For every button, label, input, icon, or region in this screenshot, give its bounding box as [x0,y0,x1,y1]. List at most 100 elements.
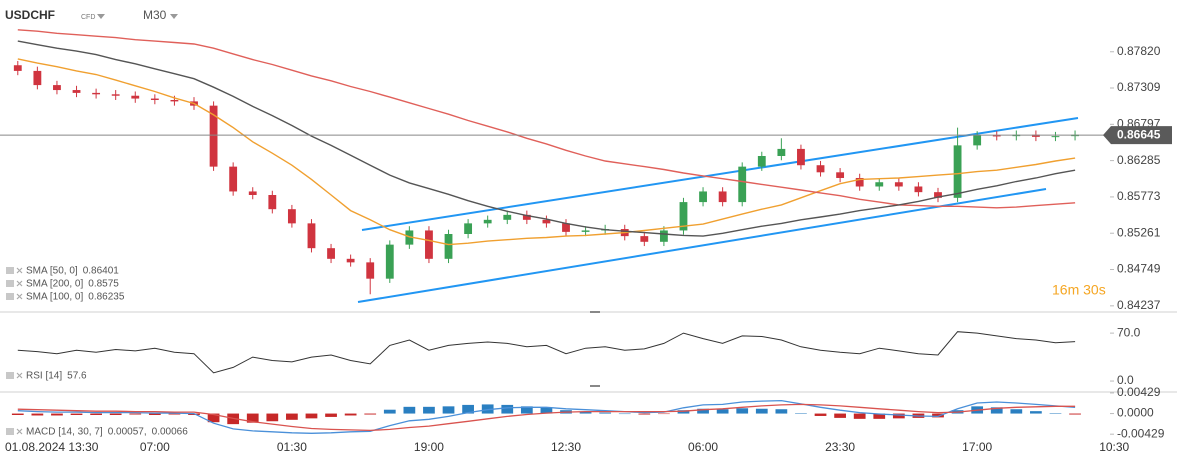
y-tick-label: 0.85261 [1117,225,1161,239]
legend-label: SMA [100, 0] [26,292,83,303]
macd-histogram-bar [129,413,142,415]
candle-body [13,65,22,71]
macd-histogram-bar [109,413,122,415]
macd-histogram-bar [697,408,709,414]
candle-body [816,165,825,173]
legend-icon [6,293,14,300]
candle-body [640,236,649,242]
candle-body [562,223,570,232]
candle-body [718,191,727,203]
y-tick-label: -0.00429 [1117,426,1165,440]
y-tick-label: 0.00429 [1117,385,1161,399]
y-tick-label: 0.84237 [1117,298,1161,312]
macd-histogram-bar [148,413,161,415]
macd-histogram-bar [31,413,44,416]
legend-icon [6,280,14,287]
timeframe-dropdown[interactable] [170,14,178,19]
x-tick-label: 23:30 [825,440,855,454]
rsi-line [17,331,1076,374]
macd-line [17,399,1076,434]
macd-histogram-bar [481,404,494,414]
macd-histogram-bar [677,410,690,414]
y-tick-label: 0.86285 [1117,153,1161,167]
macd-histogram-bar [266,413,279,422]
x-tick-label: 19:00 [414,440,444,454]
legend-remove-icon [16,267,23,274]
candle-body [268,195,277,210]
x-tick-label: 07:00 [140,440,170,454]
candle-body [287,209,296,224]
legend-label: MACD [14, 30, 7] [26,427,103,438]
macd-histogram-bar [795,413,807,414]
macd-histogram-bar [442,406,455,414]
legend-remove-icon [16,372,23,379]
macd-histogram-bar [853,413,866,419]
timeframe[interactable]: M30 [143,8,167,22]
macd-histogram-bar [364,413,377,415]
legend-value: 0.00066 [152,427,189,438]
candle-body [1051,136,1060,138]
macd-histogram-bar [1010,409,1023,414]
legend-label: SMA [200, 0] [26,279,83,290]
candle-body [581,230,590,232]
sma-line [17,29,1076,209]
macd-histogram-bar [344,413,357,416]
candle-body [385,244,394,279]
macd-histogram-bar [579,411,592,414]
candle-body [875,182,884,187]
x-tick-label: 17:00 [962,440,992,454]
candle-body [111,94,120,96]
candle-body [953,145,962,198]
candle-body [679,202,688,231]
macd-histogram-bar [168,413,181,415]
macd-histogram-bar [1069,413,1081,415]
x-tick-label: 06:00 [688,440,718,454]
macd-histogram-bar [325,413,337,417]
candle-body [444,234,453,259]
current-price-label: 0.86645 [1117,127,1161,141]
candle-body [131,95,140,99]
macd-histogram-bar [423,406,435,414]
macd-histogram-bar [1049,413,1062,414]
candle-body [53,85,61,91]
trend-channel-upper[interactable] [361,117,1079,231]
macd-histogram-bar [305,413,318,419]
candle-body [973,135,982,146]
y-tick-label: 0.87820 [1117,44,1161,58]
candle-body [248,191,257,195]
macd-histogram-bar [716,409,729,414]
trend-channel-lower[interactable] [357,188,1047,303]
macd-histogram-bar [207,413,220,423]
candle-body [209,105,218,167]
candle-body [170,99,179,102]
candle-body [777,148,786,156]
macd-histogram-bar [932,413,944,418]
legend-value: 57.6 [67,371,87,382]
macd-histogram-bar [814,413,827,416]
candle-body [405,230,414,245]
candle-body [797,148,805,166]
macd-histogram-bar [658,413,670,415]
candle-body [934,192,942,198]
y-tick-label: 0.84749 [1117,262,1161,276]
legend-value: 0.86235 [88,292,125,303]
legend-icon [6,372,14,379]
macd-histogram-bar [755,408,768,414]
candle-body [327,248,335,259]
y-tick-label: 0.0 [1117,373,1134,387]
symbol-dropdown[interactable] [97,14,105,19]
macd-histogram-bar [403,406,416,414]
symbol[interactable]: USDCHF [5,8,55,22]
macd-histogram-bar [462,404,474,414]
macd-histogram-bar [834,413,846,418]
macd-histogram-bar [90,413,102,415]
legend-label: SMA [50, 0] [26,266,78,277]
macd-histogram-bar [520,406,533,414]
current-price-tag [1103,126,1172,145]
candle-body [659,230,668,242]
y-tick-label: 0.87309 [1117,80,1161,94]
candle-body [346,258,355,263]
candle-body [894,182,903,187]
candle-body [366,262,375,279]
x-tick-label: 12:30 [551,440,581,454]
